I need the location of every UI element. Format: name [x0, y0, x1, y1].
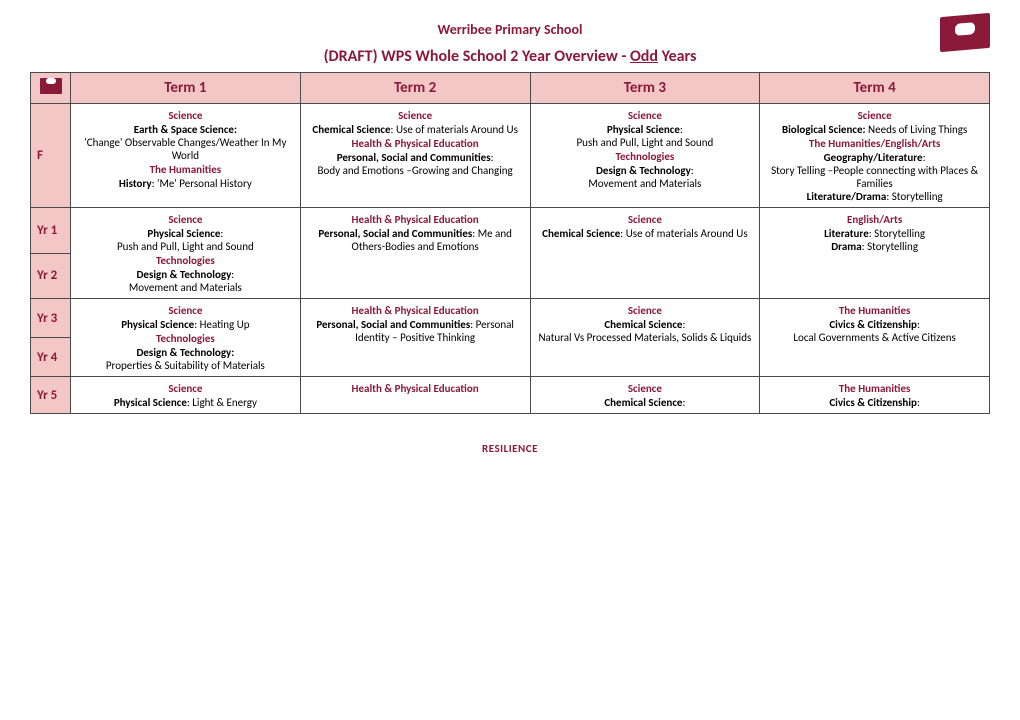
desc-text: Story Telling –People connecting with Pl… [766, 164, 983, 190]
desc-text: Chemical Science: [537, 318, 754, 331]
desc-text: Push and Pull, Light and Sound [537, 136, 754, 149]
cell-yr12-t4: English/Arts Literature: Storytelling Dr… [760, 208, 990, 299]
mini-logo-icon [40, 78, 62, 94]
subject-label: Science [766, 109, 983, 122]
subject-label: Science [77, 382, 294, 395]
desc-text: Body and Emotions –Growing and Changing [307, 164, 524, 177]
cell-F-t3: Science Physical Science: Push and Pull,… [530, 104, 760, 208]
desc-text: Personal, Social and Communities: Me and… [307, 227, 524, 253]
subject-label: The Humanities [77, 163, 294, 176]
year-label-F: F [31, 104, 71, 208]
cell-yr34-t1: Science Physical Science: Heating Up Tec… [71, 299, 301, 377]
desc-text: Physical Science: [77, 227, 294, 240]
title-suffix: Years [658, 47, 696, 66]
desc-text: Literature/Drama: Storytelling [766, 190, 983, 203]
desc-text: Civics & Citizenship: [766, 396, 983, 409]
desc-text: Civics & Citizenship: [766, 318, 983, 331]
title-prefix: (DRAFT) WPS Whole School 2 Year Overview… [324, 47, 630, 66]
desc-text: Drama: Storytelling [766, 240, 983, 253]
cell-yr34-t2: Health & Physical Education Personal, So… [300, 299, 530, 377]
subject-label: Science [77, 109, 294, 122]
subject-label: Technologies [77, 332, 294, 345]
term2-head: Term 2 [300, 73, 530, 104]
table-row: Yr 3 Science Physical Science: Heating U… [31, 299, 990, 338]
subject-label: The Humanities [766, 304, 983, 317]
cell-yr5-t3: Science Chemical Science: [530, 377, 760, 414]
school-name: Werribee Primary School [438, 21, 583, 38]
subject-label: Health & Physical Education [307, 213, 524, 226]
document-title: (DRAFT) WPS Whole School 2 Year Overview… [30, 47, 990, 66]
subject-label: Health & Physical Education [307, 137, 524, 150]
desc-text: Local Governments & Active Citizens [766, 331, 983, 344]
desc-text: Literature: Storytelling [766, 227, 983, 240]
logo-head-cell [31, 73, 71, 104]
subject-label: English/Arts [766, 213, 983, 226]
desc-text: Biological Science: Needs of Living Thin… [766, 123, 983, 136]
desc-text: Personal, Social and Communities: [307, 151, 524, 164]
subject-label: Health & Physical Education [307, 304, 524, 317]
desc-text: Chemical Science: [537, 396, 754, 409]
footer-label: RESILIENCE [30, 442, 990, 455]
table-row: F Science Earth & Space Science: 'Change… [31, 104, 990, 208]
subject-label: Science [537, 109, 754, 122]
subject-label: The Humanities [766, 382, 983, 395]
school-logo-icon [940, 13, 990, 52]
page-header: Werribee Primary School [30, 20, 990, 39]
desc-text: Design & Technology: [537, 164, 754, 177]
desc-text: Movement and Materials [77, 281, 294, 294]
cell-yr12-t3: Science Chemical Science: Use of materia… [530, 208, 760, 299]
cell-yr5-t4: The Humanities Civics & Citizenship: [760, 377, 990, 414]
cell-F-t1: Science Earth & Space Science: 'Change' … [71, 104, 301, 208]
term1-head: Term 1 [71, 73, 301, 104]
desc-text: Physical Science: [537, 123, 754, 136]
desc-text: History: 'Me' Personal History [77, 177, 294, 190]
cell-yr34-t4: The Humanities Civics & Citizenship: Loc… [760, 299, 990, 377]
desc-text: Geography/Literature: [766, 151, 983, 164]
topic-label: Earth & Space Science: [77, 123, 294, 136]
subject-label: Technologies [77, 254, 294, 267]
subject-label: The Humanities/English/Arts [766, 137, 983, 150]
subject-label: Science [537, 213, 754, 226]
cell-F-t2: Science Chemical Science: Use of materia… [300, 104, 530, 208]
desc-text: Properties & Suitability of Materials [77, 359, 294, 372]
desc-text: Design & Technology: [77, 268, 294, 281]
term4-head: Term 4 [760, 73, 990, 104]
cell-yr5-t2: Health & Physical Education [300, 377, 530, 414]
desc-text: Push and Pull, Light and Sound [77, 240, 294, 253]
header-row: Term 1 Term 2 Term 3 Term 4 [31, 73, 990, 104]
topic-label: Design & Technology: [77, 346, 294, 359]
cell-F-t4: Science Biological Science: Needs of Liv… [760, 104, 990, 208]
cell-yr34-t3: Science Chemical Science: Natural Vs Pro… [530, 299, 760, 377]
subject-label: Science [307, 109, 524, 122]
subject-label: Technologies [537, 150, 754, 163]
cell-yr12-t2: Health & Physical Education Personal, So… [300, 208, 530, 299]
year-label-yr2: Yr 2 [31, 253, 71, 299]
year-label-yr5: Yr 5 [31, 377, 71, 414]
overview-table: Term 1 Term 2 Term 3 Term 4 F Science Ea… [30, 72, 990, 414]
desc-text: 'Change' Observable Changes/Weather In M… [77, 136, 294, 162]
table-row: Yr 1 Science Physical Science: Push and … [31, 208, 990, 254]
desc-text: Chemical Science: Use of materials Aroun… [537, 227, 754, 240]
year-label-yr1: Yr 1 [31, 208, 71, 254]
desc-text: Movement and Materials [537, 177, 754, 190]
subject-label: Science [537, 304, 754, 317]
title-odd: Odd [630, 47, 658, 66]
subject-label: Science [537, 382, 754, 395]
subject-label: Science [77, 304, 294, 317]
desc-text: Physical Science: Light & Energy [77, 396, 294, 409]
subject-label: Health & Physical Education [307, 382, 524, 395]
subject-label: Science [77, 213, 294, 226]
cell-yr12-t1: Science Physical Science: Push and Pull,… [71, 208, 301, 299]
table-row: Yr 5 Science Physical Science: Light & E… [31, 377, 990, 414]
term3-head: Term 3 [530, 73, 760, 104]
cell-yr5-t1: Science Physical Science: Light & Energy [71, 377, 301, 414]
desc-text: Natural Vs Processed Materials, Solids &… [537, 331, 754, 344]
year-label-yr4: Yr 4 [31, 338, 71, 377]
desc-text: Personal, Social and Communities: Person… [307, 318, 524, 344]
year-label-yr3: Yr 3 [31, 299, 71, 338]
desc-text: Physical Science: Heating Up [77, 318, 294, 331]
desc-text: Chemical Science: Use of materials Aroun… [307, 123, 524, 136]
